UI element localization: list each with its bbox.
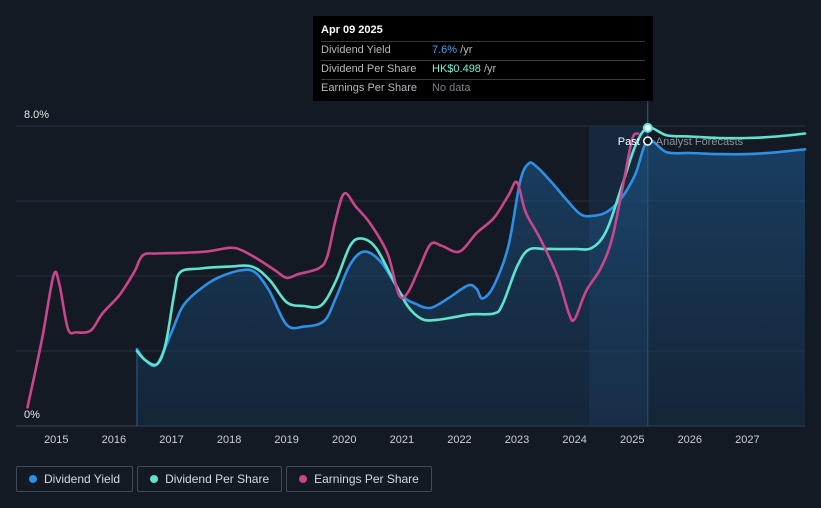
tooltip-value: 7.6% [432,44,458,56]
x-tick-label: 2015 [44,434,68,446]
legend-dot-icon [150,475,159,483]
dividend-yield-marker [643,136,653,146]
tooltip-unit: /yr [480,63,497,75]
dividend-per-share-marker [642,122,653,133]
area-layer [136,100,805,426]
dividend-yield-line [135,139,807,368]
x-tick-label: 2019 [274,434,298,446]
x-tick-label: 2027 [735,434,759,446]
tooltip-label: Earnings Per Share [321,82,417,94]
x-tick-label: 2018 [217,434,241,446]
y-axis-max-label: 8.0% [24,109,49,121]
tooltip-row-dividend-yield: Dividend Yield 7.6% /yr [321,41,645,60]
x-tick-label: 2016 [102,434,126,446]
hover-tooltip: Apr 09 2025 Dividend Yield 7.6% /yr Divi… [313,16,653,101]
legend-dot-icon [299,475,308,483]
legend-dividend-per-share[interactable]: Dividend Per Share [137,466,283,492]
series-lines [26,126,807,409]
legend-label: Earnings Per Share [314,472,419,486]
earnings-per-share-line [26,132,640,409]
tooltip-unit: /yr [457,44,473,56]
tooltip-value: No data [432,82,471,94]
tooltip-label: Dividend Yield [321,44,391,56]
dividend-per-share-line [135,126,807,367]
x-tick-label: 2026 [678,434,702,446]
x-tick-label: 2024 [562,434,586,446]
x-tick-label: 2017 [159,434,183,446]
legend-dot-icon [29,475,37,483]
x-tick-label: 2022 [447,434,471,446]
legend-label: Dividend Per Share [165,472,270,486]
past-label: Past [618,136,640,148]
legend-label: Dividend Yield [44,472,121,486]
tooltip-value: HK$0.498 [432,63,481,75]
x-axis: 2015 2016 2017 2018 2019 2020 2021 2022 2023 2024… [44,434,760,446]
x-tick-label: 2023 [505,434,529,446]
x-tick-label: 2021 [390,434,414,446]
tooltip-row-dividend-per-share: Dividend Per Share HK$0.498 /yr [321,60,645,79]
tooltip-label: Dividend Per Share [321,63,417,75]
chart-legend: Dividend Yield Dividend Per Share Earnin… [16,466,432,492]
x-tick-label: 2020 [332,434,356,446]
legend-dividend-yield[interactable]: Dividend Yield [16,466,134,492]
dividend-yield-area [136,140,805,426]
x-tick-label: 2025 [620,434,644,446]
tooltip-row-earnings-per-share: Earnings Per Share No data [321,79,645,98]
tooltip-date: Apr 09 2025 [321,24,383,36]
y-axis-min-label: 0% [24,409,40,421]
forecast-label: Analyst Forecasts [656,136,744,148]
markers: Past Analyst Forecasts [618,122,744,148]
legend-earnings-per-share[interactable]: Earnings Per Share [286,466,432,492]
y-axis: 8.0% 0% [24,109,49,421]
